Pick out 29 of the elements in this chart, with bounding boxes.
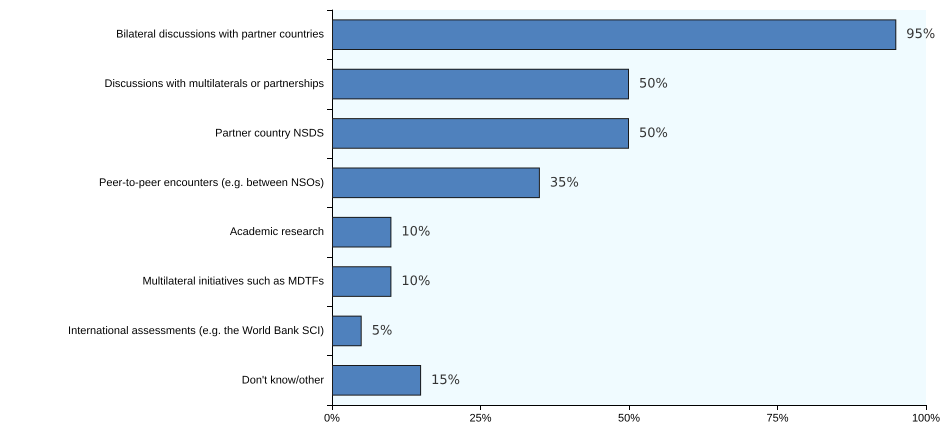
data-label: 50% (639, 126, 668, 141)
y-tick-label: Bilateral discussions with partner countries (116, 28, 324, 41)
data-label: 10% (401, 274, 430, 290)
bar (332, 19, 896, 50)
y-tick-label: Academic research (230, 226, 324, 238)
data-label: 10% (401, 224, 430, 240)
y-tick-label: Don't know/other (242, 374, 324, 386)
bar (332, 365, 422, 396)
data-label: 95% (906, 27, 936, 42)
x-tick-label: 25% (469, 412, 492, 424)
bar (332, 316, 362, 346)
y-tick-label: Multilateral initiatives such as MDTFs (142, 276, 324, 288)
bar (332, 266, 392, 297)
y-tick-label: Partner country NSDS (215, 127, 324, 140)
y-tick-label: Discussions with multilaterals or partnerships (104, 78, 324, 90)
bar (332, 118, 629, 149)
bar (332, 168, 540, 198)
bar (332, 68, 629, 100)
data-label: 35% (550, 175, 579, 190)
y-tick-label: Peer-to-peer encounters (e.g. between NSOs) (98, 176, 324, 189)
x-tick-label: 100% (912, 412, 940, 424)
y-tick-label: International assessments (e.g. the World Bank SCI) (68, 324, 324, 337)
x-tick-label: 75% (766, 412, 789, 424)
data-label: 15% (431, 372, 460, 388)
x-tick-label: 0% (324, 412, 340, 424)
x-tick-label: 50% (618, 412, 640, 424)
data-label: 50% (639, 76, 668, 92)
bar (332, 216, 392, 248)
data-label: 5% (372, 323, 392, 338)
